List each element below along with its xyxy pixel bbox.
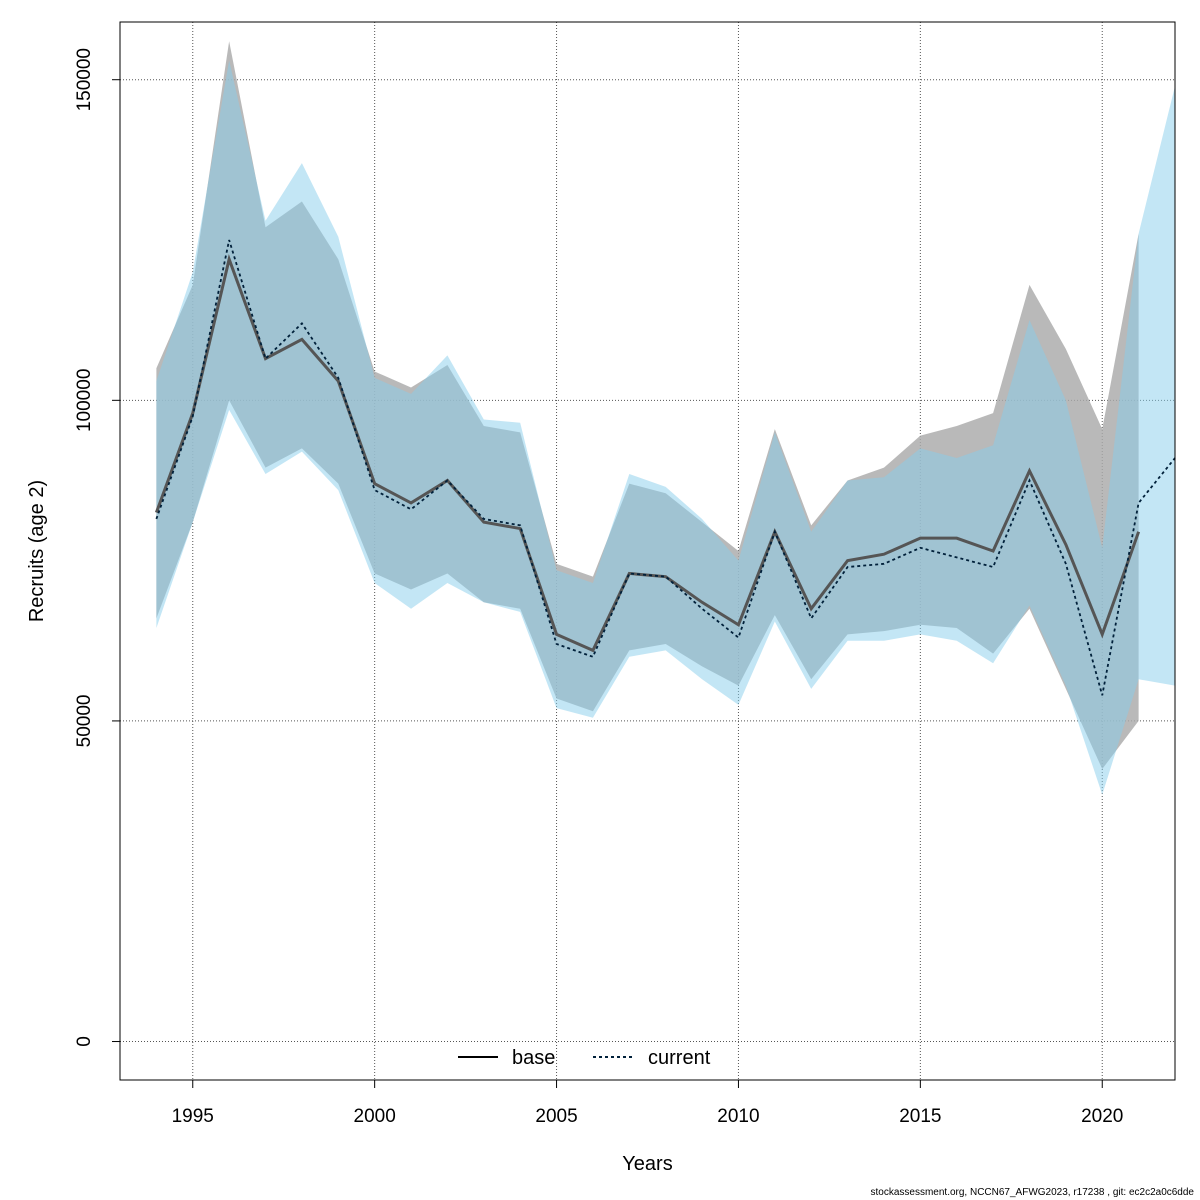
plot-frame [119,21,1176,1081]
x-tick-label-1995: 1995 [172,1106,214,1127]
x-tick-label-2005: 2005 [535,1106,577,1127]
y-tick-label-100000: 100000 [74,369,95,432]
x-axis-title: Years [622,1153,672,1175]
x-tick-label-2000: 2000 [354,1106,396,1127]
y-tick-label-50000: 50000 [74,694,95,747]
y-tick-label-0: 0 [74,1036,95,1047]
legend-base-label: base [512,1047,555,1069]
footer-credit: stockassessment.org, NCCN67_AFWG2023, r1… [870,1187,1195,1198]
legend: base current [458,1047,711,1069]
confidence-bands [156,41,1176,795]
x-tick-label-2010: 2010 [717,1106,759,1127]
line-base [154,254,1141,653]
legend-current-label: current [648,1047,711,1069]
x-tick-label-2020: 2020 [1081,1106,1123,1127]
y-axis-title: Recruits (age 2) [26,480,48,622]
y-axis: 0 50000 100000 150000 [74,48,120,1047]
y-tick-label-150000: 150000 [74,48,95,111]
x-axis: 1995 2000 2005 2010 2015 2020 [172,1080,1123,1127]
x-tick-label-2015: 2015 [899,1106,941,1127]
band-current [156,60,1176,795]
series-lines [154,239,1176,696]
